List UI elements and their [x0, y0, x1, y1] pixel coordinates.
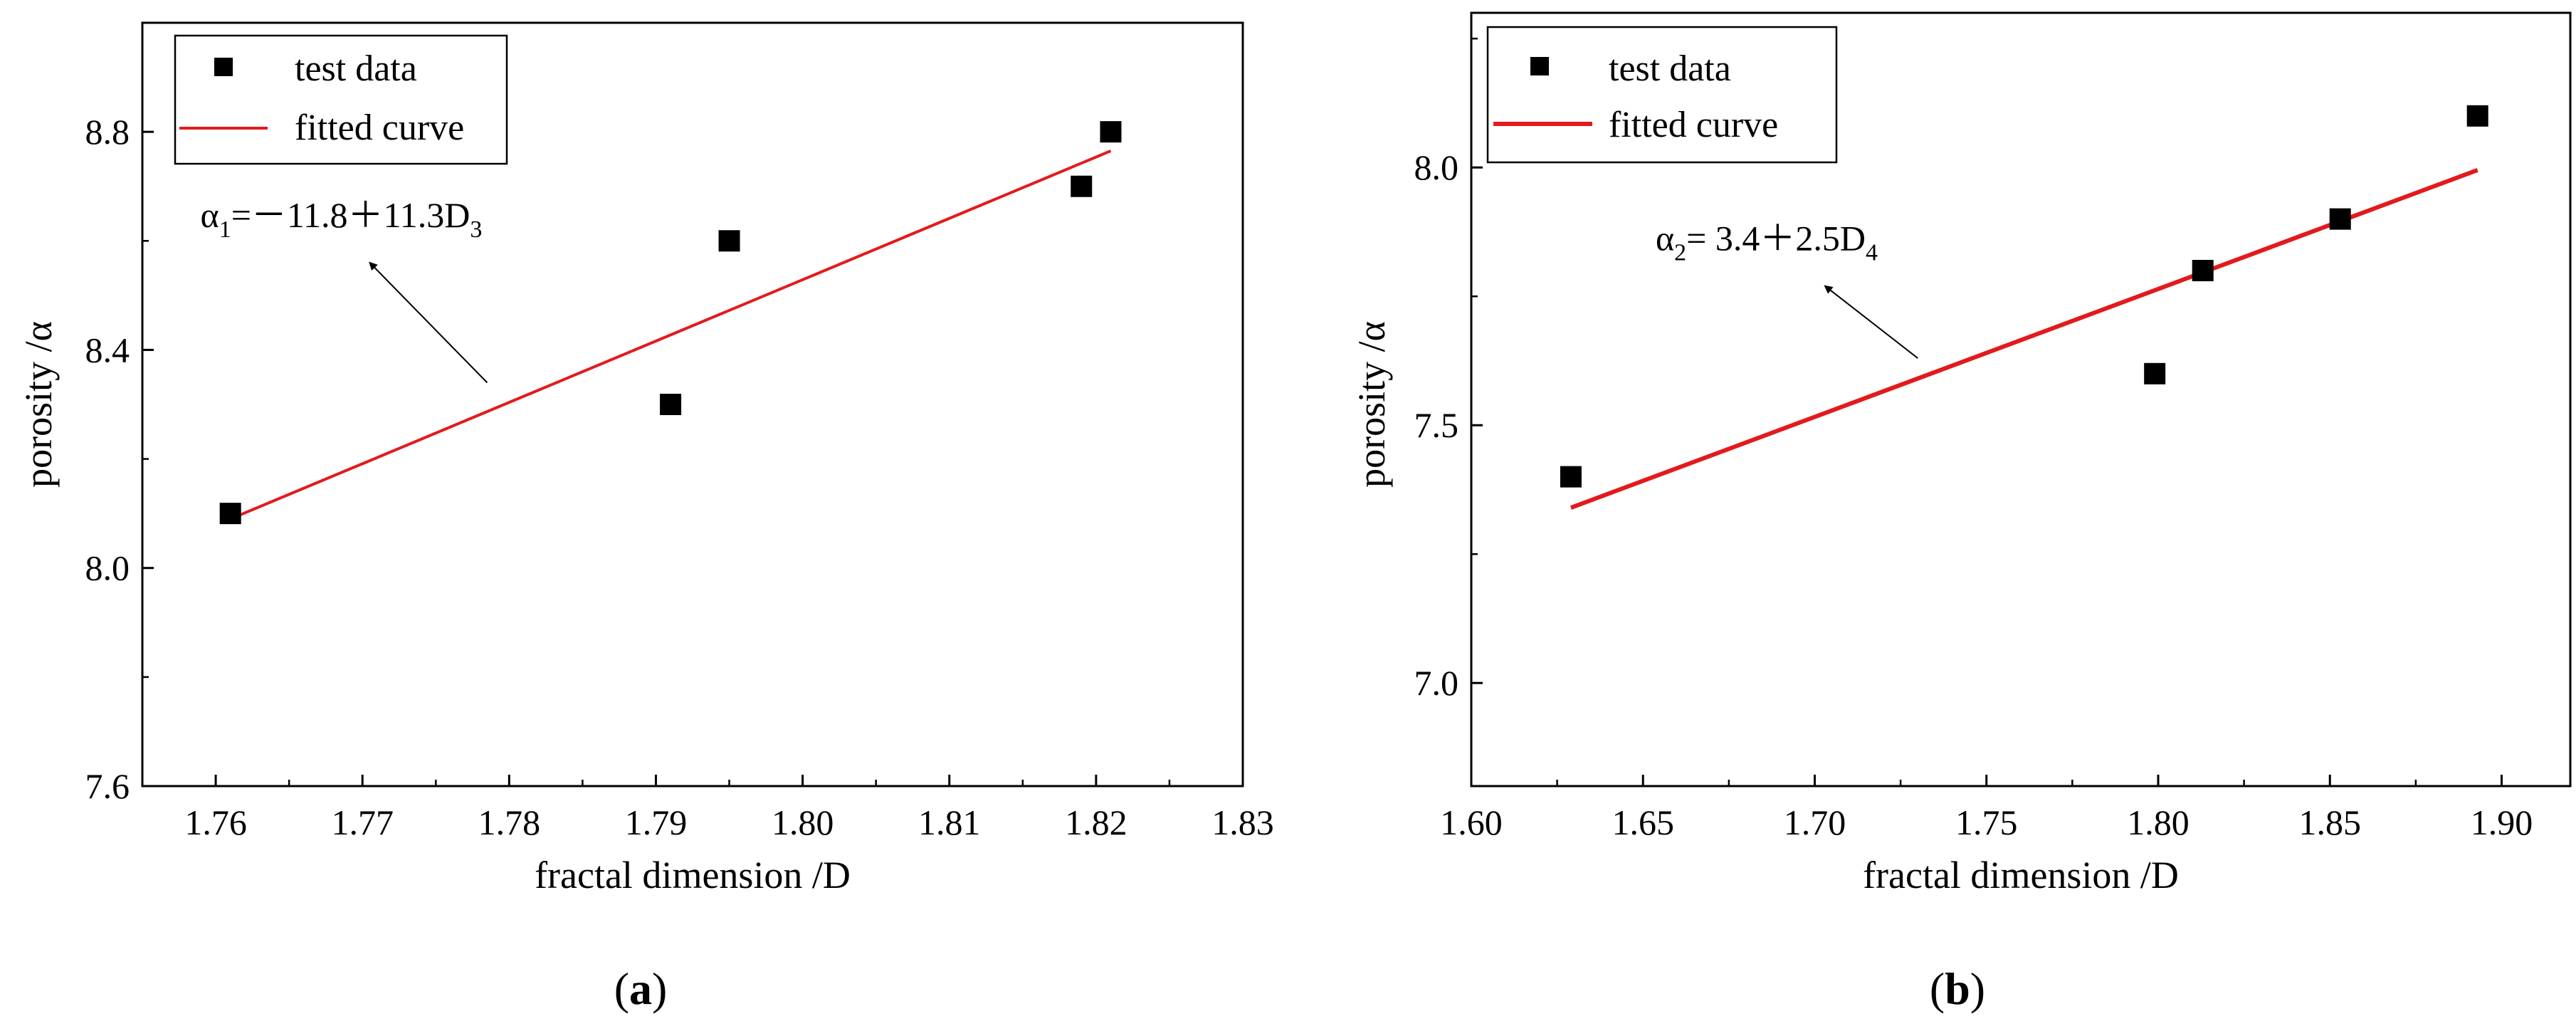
x-tick-label: 1.90	[2471, 802, 2533, 842]
equation-part: α	[1656, 219, 1674, 258]
x-tick-label: 1.78	[478, 802, 541, 842]
x-tick-label: 1.75	[1955, 802, 2018, 842]
test-data-group	[219, 121, 1122, 525]
x-tick-label: 1.76	[184, 802, 247, 842]
legend-label-fitted-curve: fitted curve	[1609, 105, 1778, 145]
test-data-point	[1071, 175, 1093, 197]
plot-area-frame	[1470, 11, 2572, 788]
equation-label: α2= 3.4＋2.5D4	[1656, 219, 1878, 266]
y-tick-label: 8.4	[85, 330, 130, 370]
y-tick-label: 7.5	[1414, 405, 1459, 445]
fitted-curve-line	[229, 150, 1112, 520]
fitted-curve-line	[1570, 168, 2478, 510]
panel-letter-b: b	[1945, 963, 1970, 1014]
test-data-point	[2144, 362, 2166, 384]
annotation-arrow	[369, 261, 488, 384]
x-tick-label: 1.77	[331, 802, 394, 842]
test-data-group	[1560, 105, 2488, 488]
test-data-point	[718, 230, 740, 252]
x-tick-label: 1.81	[918, 802, 981, 842]
y-tick-label: 8.0	[1414, 147, 1459, 187]
test-data-point	[1100, 121, 1122, 143]
test-data-point	[1560, 466, 1582, 488]
x-tick-label: 1.82	[1065, 802, 1127, 842]
equation-annotation: α2= 3.4＋2.5D4	[1656, 219, 1918, 359]
chart-panel-a: 1.76 1.77 1.78 1.79 1.80 1.81 1.82 1.83 7.6 8.0 8.…	[17, 21, 1274, 1014]
legend: test data fitted curve	[174, 34, 508, 165]
y-axis-label: porosity /α	[17, 321, 60, 488]
y-tick-label: 7.0	[1414, 663, 1459, 703]
equation-label: α1=－11.8＋11.3D3	[201, 195, 483, 243]
fitted-curve-group	[1570, 168, 2478, 510]
y-tick-label: 8.0	[85, 548, 130, 588]
plot-area-frame	[141, 21, 1244, 788]
test-data-point	[2192, 260, 2214, 281]
legend-box	[1486, 26, 1838, 164]
test-data-point	[219, 503, 241, 525]
y-tick-label: 7.6	[85, 766, 130, 806]
x-axis-label: fractal dimension /D	[1863, 854, 2179, 896]
equation-part: =－11.8＋11.3D	[231, 195, 470, 235]
equation-subscript: 4	[1866, 240, 1878, 266]
annotation-arrow	[1824, 285, 1918, 359]
y-axis-label: porosity /α	[1350, 321, 1393, 488]
legend-marker-test-data	[1530, 57, 1549, 75]
x-tick-label: 1.79	[625, 802, 688, 842]
equation-subscript: 2	[1674, 240, 1686, 266]
x-tick-label: 1.83	[1211, 802, 1274, 842]
legend-box	[174, 34, 508, 165]
test-data-point	[2329, 208, 2351, 230]
legend-marker-test-data	[214, 58, 233, 76]
x-axis-label: fractal dimension /D	[535, 854, 851, 896]
legend: test data fitted curve	[1486, 26, 1838, 164]
equation-part: = 3.4＋2.5D	[1686, 219, 1866, 258]
y-tick-label: 8.8	[85, 112, 130, 152]
legend-label-test-data: test data	[295, 48, 417, 89]
x-tick-label: 1.80	[2127, 802, 2189, 842]
axis-ticks: 1.76 1.77 1.78 1.79 1.80 1.81 1.82 1.83 7.6 8.0 8.…	[85, 112, 1274, 842]
test-data-point	[2466, 105, 2488, 127]
x-tick-label: 1.70	[1784, 802, 1846, 842]
panel-label-b: (b)	[1930, 963, 1985, 1014]
test-data-point	[660, 394, 682, 415]
panel-letter-a: a	[629, 963, 652, 1014]
equation-part: α	[201, 195, 219, 235]
x-tick-label: 1.60	[1440, 802, 1503, 842]
chart-panel-b: 1.60 1.65 1.70 1.75 1.80 1.85 1.90 7.0 7.5 8.0 α2…	[1350, 11, 2572, 1014]
axis-ticks: 1.60 1.65 1.70 1.75 1.80 1.85 1.90 7.0 7.5 8.0	[1414, 37, 2533, 842]
fitted-curve-group	[229, 150, 1112, 520]
equation-annotation: α1=－11.8＋11.3D3	[201, 195, 488, 384]
panel-label-a: (a)	[614, 963, 668, 1014]
equation-subscript: 3	[470, 216, 482, 243]
x-tick-label: 1.85	[2299, 802, 2362, 842]
legend-label-fitted-curve: fitted curve	[295, 108, 464, 148]
equation-subscript: 1	[219, 216, 231, 243]
x-tick-label: 1.65	[1612, 802, 1675, 842]
legend-label-test-data: test data	[1609, 48, 1731, 89]
x-tick-label: 1.80	[772, 802, 834, 842]
